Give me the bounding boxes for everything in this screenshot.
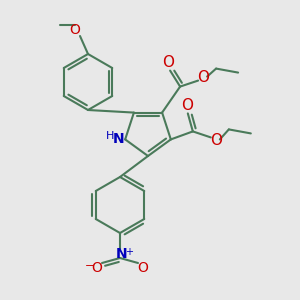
Text: O: O xyxy=(138,261,148,275)
Text: O: O xyxy=(181,98,193,113)
Text: O: O xyxy=(210,133,222,148)
Text: O: O xyxy=(197,70,209,85)
Text: N: N xyxy=(116,247,128,261)
Text: +: + xyxy=(125,247,133,257)
Text: −: − xyxy=(85,261,95,271)
Text: O: O xyxy=(162,55,174,70)
Text: O: O xyxy=(70,23,80,37)
Text: N: N xyxy=(112,132,124,146)
Text: O: O xyxy=(92,261,102,275)
Text: H: H xyxy=(106,131,114,141)
